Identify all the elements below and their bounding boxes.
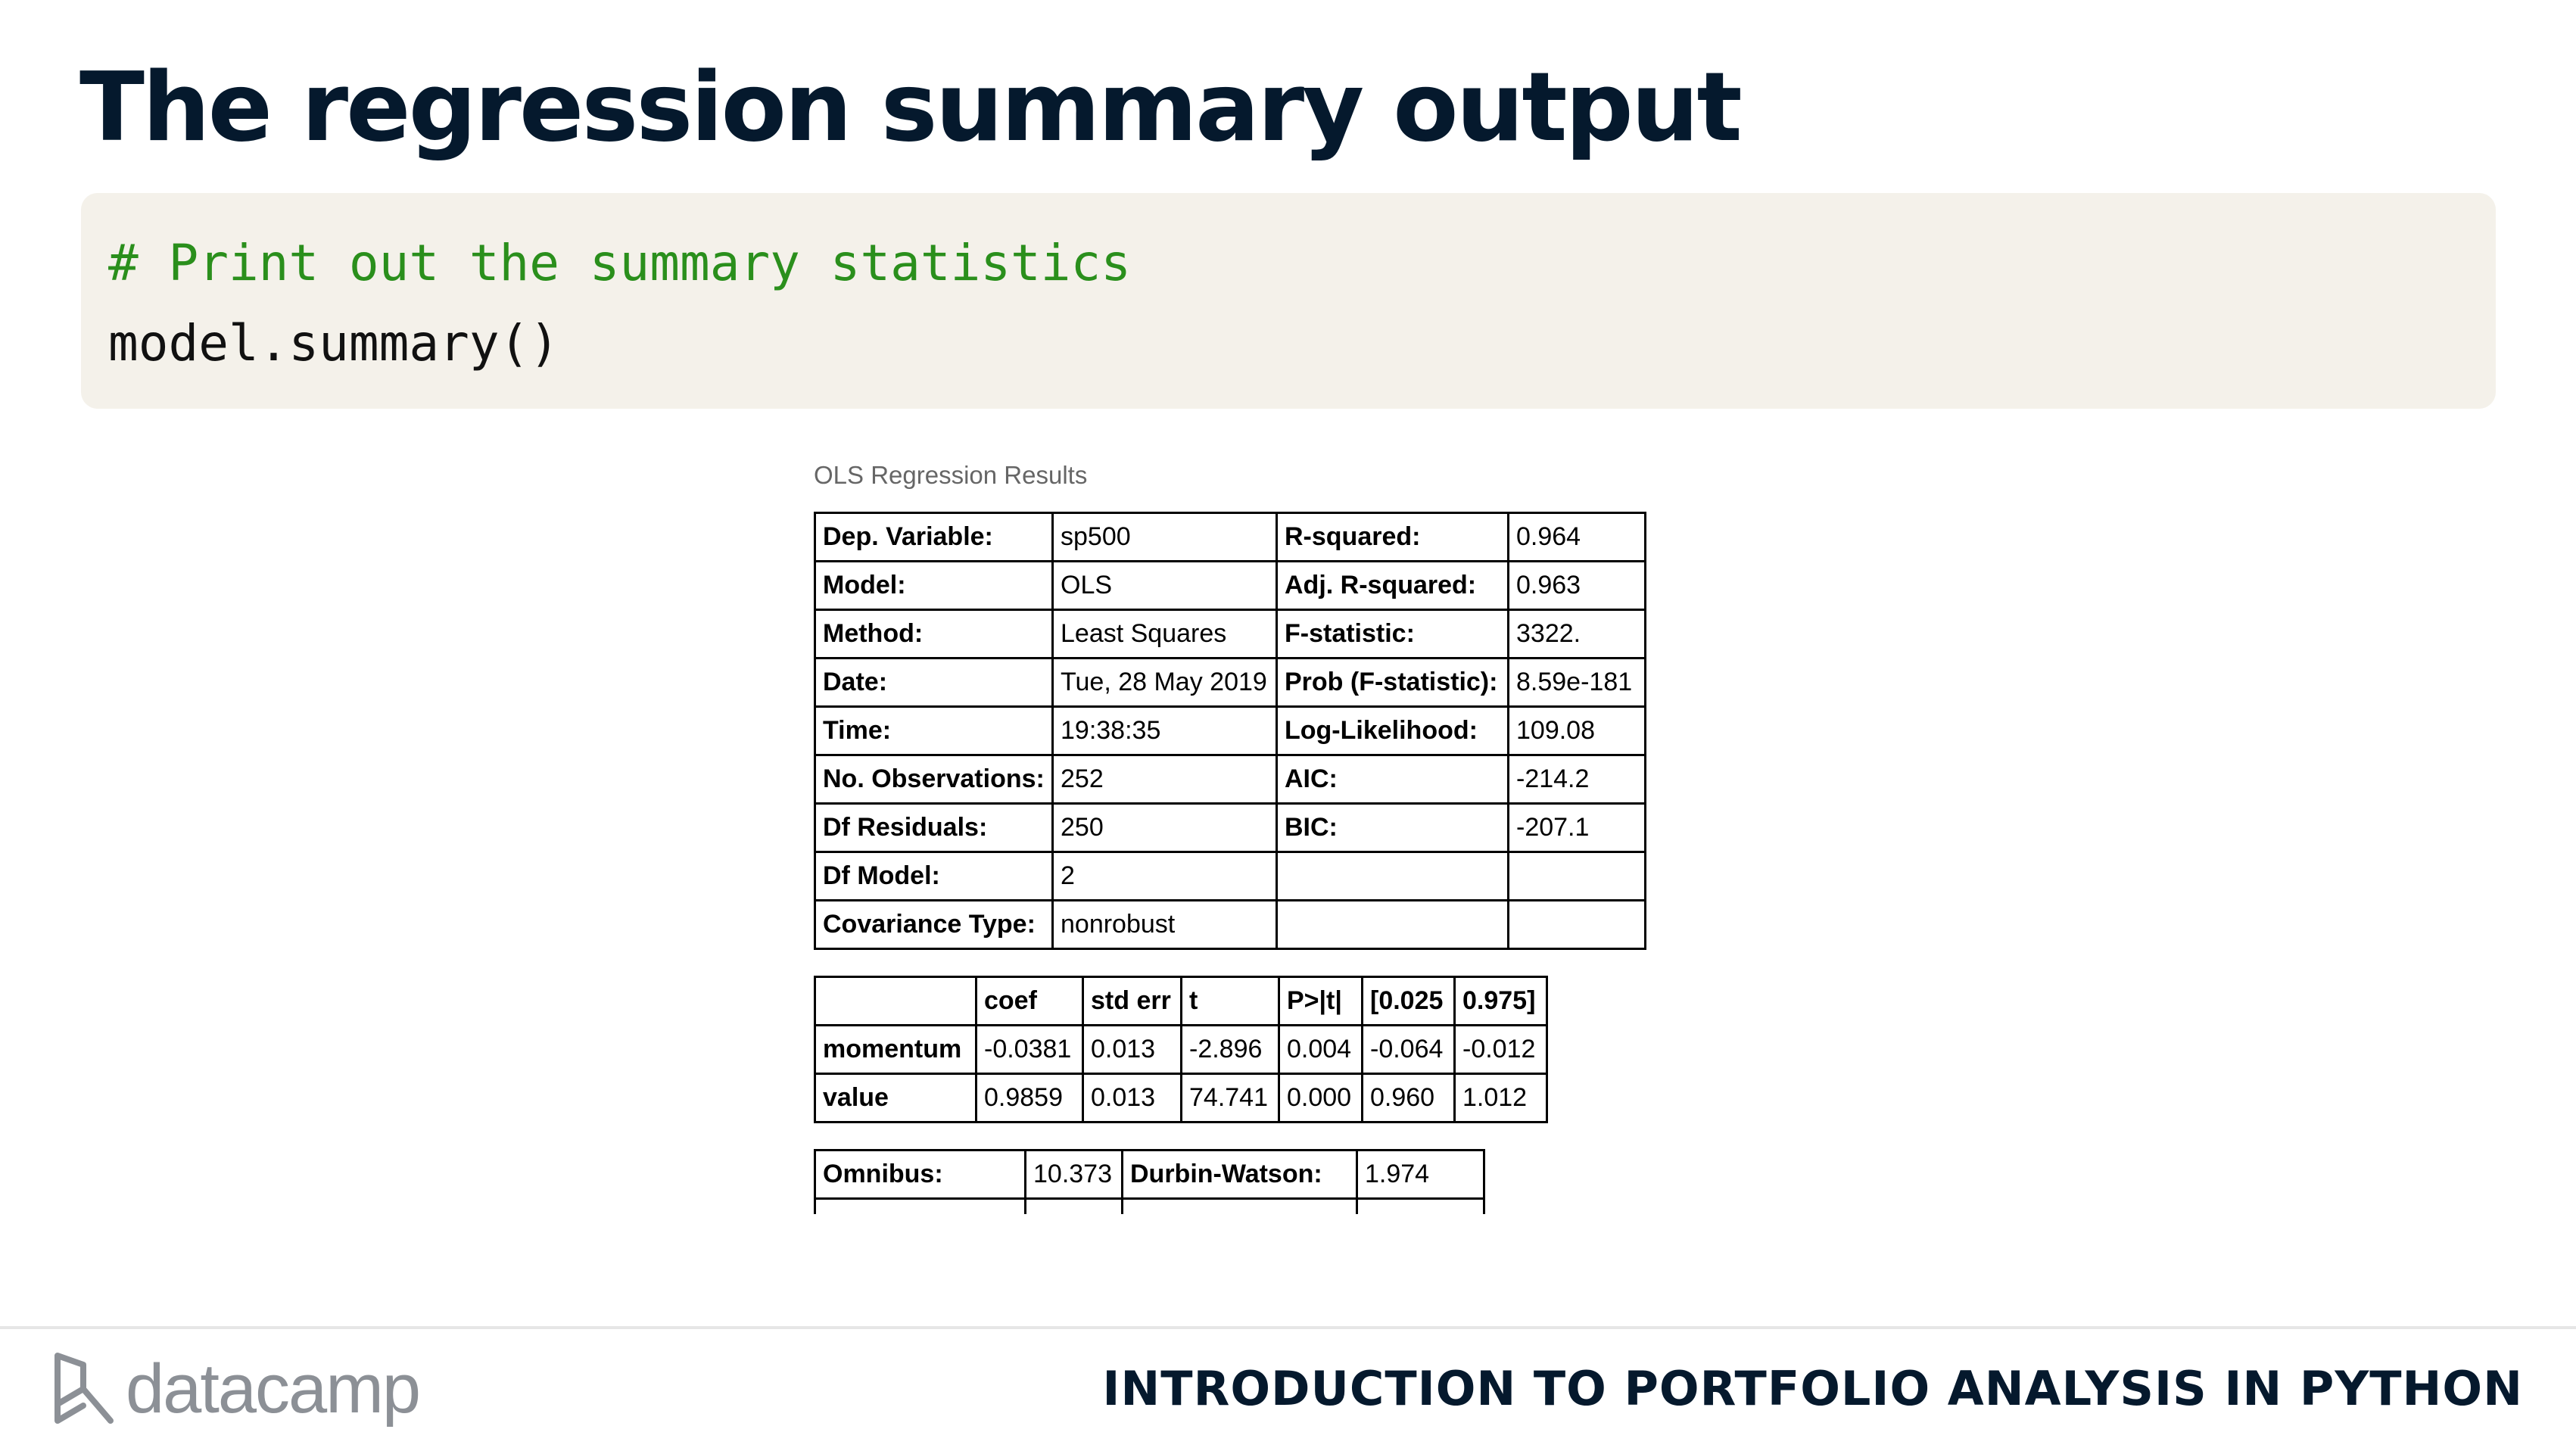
- table-cell: No. Observations:: [814, 754, 1054, 805]
- slide-title: The regression summary output: [79, 51, 1743, 163]
- table-cell: Tue, 28 May 2019: [1051, 657, 1278, 708]
- course-title: INTRODUCTION TO PORTFOLIO ANALYSIS IN PY…: [1102, 1361, 2523, 1416]
- table-cell: 0.963: [1507, 560, 1646, 611]
- table-cell: Adj. R-squared:: [1276, 560, 1509, 611]
- table-cell: -2.896: [1180, 1024, 1280, 1075]
- table-cell: -214.2: [1507, 754, 1646, 805]
- column-header: [814, 976, 977, 1026]
- table-row: Df Residuals: 250 BIC: -207.1: [814, 802, 1646, 853]
- model-info-table: Dep. Variable: sp500 R-squared: 0.964 Mo…: [814, 512, 1646, 950]
- table-row: Df Model: 2: [814, 851, 1646, 901]
- table-cell: 0.013: [1082, 1024, 1182, 1075]
- table-cell: Time:: [814, 705, 1054, 756]
- table-row: value 0.9859 0.013 74.741 0.000 0.960 1.…: [814, 1073, 1548, 1123]
- table-cell: 8.59e-181: [1507, 657, 1646, 708]
- table-row: Dep. Variable: sp500 R-squared: 0.964: [814, 512, 1646, 562]
- table-cell: -0.0381: [975, 1024, 1084, 1075]
- table-cell: Least Squares: [1051, 609, 1278, 659]
- table-cell: BIC:: [1276, 802, 1509, 853]
- results-caption: OLS Regression Results: [814, 461, 1088, 489]
- table-cell: 250: [1051, 802, 1278, 853]
- table-cell: Df Model:: [814, 851, 1054, 901]
- table-row: Omnibus: 10.373 Durbin-Watson: 1.974: [814, 1149, 1485, 1200]
- table-row: Model: OLS Adj. R-squared: 0.963: [814, 560, 1646, 611]
- datacamp-logo-icon: [55, 1353, 114, 1424]
- table-cell: -0.064: [1361, 1024, 1456, 1075]
- code-comment: # Print out the summary statistics: [108, 234, 1132, 292]
- regression-results: OLS Regression Results Dep. Variable: sp…: [814, 456, 1646, 1214]
- table-cell: -0.012: [1453, 1024, 1548, 1075]
- column-header: P>|t|: [1278, 976, 1363, 1026]
- table-cell: [1024, 1197, 1123, 1214]
- table-cell: nonrobust: [1051, 899, 1278, 950]
- brand-name: datacamp: [126, 1350, 421, 1428]
- table-cell: 252: [1051, 754, 1278, 805]
- column-header: t: [1180, 976, 1280, 1026]
- table-cell: -207.1: [1507, 802, 1646, 853]
- column-header: [0.025: [1361, 976, 1456, 1026]
- table-row: No. Observations: 252 AIC: -214.2: [814, 754, 1646, 805]
- table-cell: Date:: [814, 657, 1054, 708]
- table-row: Time: 19:38:35 Log-Likelihood: 109.08: [814, 705, 1646, 756]
- table-cell: R-squared:: [1276, 512, 1509, 562]
- table-cell: Model:: [814, 560, 1054, 611]
- table-cell: momentum: [814, 1024, 977, 1075]
- table-cell: Durbin-Watson:: [1121, 1149, 1358, 1200]
- table-cell: OLS: [1051, 560, 1278, 611]
- table-cell: [1507, 899, 1646, 950]
- diagnostics-table: Omnibus: 10.373 Durbin-Watson: 1.974: [814, 1149, 1485, 1214]
- table-row: Method: Least Squares F-statistic: 3322.: [814, 609, 1646, 659]
- table-cell: Omnibus:: [814, 1149, 1026, 1200]
- table-cell: Df Residuals:: [814, 802, 1054, 853]
- table-row: Covariance Type: nonrobust: [814, 899, 1646, 950]
- table-cell: 109.08: [1507, 705, 1646, 756]
- diagnostics-table-clip: Omnibus: 10.373 Durbin-Watson: 1.974: [814, 1149, 1646, 1214]
- table-cell: F-statistic:: [1276, 609, 1509, 659]
- table-row: [814, 1197, 1485, 1214]
- table-row: momentum -0.0381 0.013 -2.896 0.004 -0.0…: [814, 1024, 1548, 1075]
- table-cell: 1.012: [1453, 1073, 1548, 1123]
- table-row: Date: Tue, 28 May 2019 Prob (F-statistic…: [814, 657, 1646, 708]
- table-cell: Covariance Type:: [814, 899, 1054, 950]
- table-cell: [1121, 1197, 1358, 1214]
- table-cell: [1276, 851, 1509, 901]
- table-cell: [1276, 899, 1509, 950]
- table-cell: 3322.: [1507, 609, 1646, 659]
- table-cell: 74.741: [1180, 1073, 1280, 1123]
- table-cell: 1.974: [1356, 1149, 1485, 1200]
- table-cell: sp500: [1051, 512, 1278, 562]
- table-cell: 0.004: [1278, 1024, 1363, 1075]
- footer-divider: [0, 1326, 2576, 1329]
- table-cell: 0.000: [1278, 1073, 1363, 1123]
- table-header-row: coef std err t P>|t| [0.025 0.975]: [814, 976, 1548, 1026]
- table-cell: [814, 1197, 1026, 1214]
- datacamp-logo: datacamp: [53, 1347, 421, 1431]
- table-cell: 0.9859: [975, 1073, 1084, 1123]
- table-cell: 19:38:35: [1051, 705, 1278, 756]
- table-cell: Method:: [814, 609, 1054, 659]
- table-cell: 0.960: [1361, 1073, 1456, 1123]
- table-cell: AIC:: [1276, 754, 1509, 805]
- column-header: std err: [1082, 976, 1182, 1026]
- column-header: coef: [975, 976, 1084, 1026]
- table-cell: 10.373: [1024, 1149, 1123, 1200]
- table-cell: [1356, 1197, 1485, 1214]
- coefficients-table: coef std err t P>|t| [0.025 0.975] momen…: [814, 976, 1548, 1123]
- table-cell: Dep. Variable:: [814, 512, 1054, 562]
- table-cell: [1507, 851, 1646, 901]
- code-block: # Print out the summary statistics model…: [81, 193, 2496, 409]
- column-header: 0.975]: [1453, 976, 1548, 1026]
- table-cell: 0.013: [1082, 1073, 1182, 1123]
- code-statement: model.summary(): [108, 314, 560, 372]
- table-cell: Log-Likelihood:: [1276, 705, 1509, 756]
- table-cell: 2: [1051, 851, 1278, 901]
- table-cell: value: [814, 1073, 977, 1123]
- table-cell: Prob (F-statistic):: [1276, 657, 1509, 708]
- table-cell: 0.964: [1507, 512, 1646, 562]
